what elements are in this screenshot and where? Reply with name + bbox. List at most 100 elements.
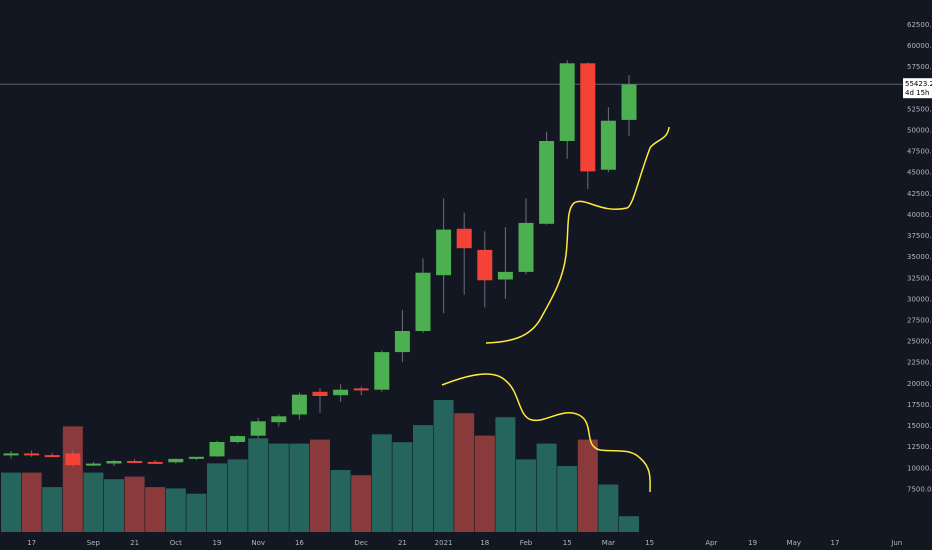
volume-bar <box>371 434 392 532</box>
price-tick-label: 50000.00 <box>907 127 932 135</box>
volume-bar <box>536 443 557 532</box>
volume-bar <box>289 443 310 532</box>
candle-body <box>415 272 431 331</box>
time-axis[interactable]: 17 Sep 21 Oct 19 Nov 16 Dec 21 2021 18 Feb 15 Mar 15 Ap… <box>27 539 902 547</box>
price-tick-label: 62500.00 <box>907 21 932 29</box>
volume-bar <box>42 487 63 532</box>
price-tick-label: 10000.00 <box>907 464 932 472</box>
price-tick-label: 30000.00 <box>907 295 932 303</box>
time-tick-label: 17 <box>831 539 840 547</box>
candle-body <box>312 391 328 396</box>
volume-bar <box>186 493 207 532</box>
candle-body <box>580 63 596 172</box>
time-tick-label: 18 <box>480 539 489 547</box>
candle-body <box>436 229 452 276</box>
time-tick-label: 19 <box>213 539 222 547</box>
time-tick-label: Jun <box>890 539 902 547</box>
last-price-tag-background <box>903 78 932 99</box>
volume-bar <box>62 426 83 532</box>
candle-body <box>44 455 60 458</box>
time-tick-label: 21 <box>398 539 407 547</box>
last-price-tag: 55423.29 4d 15h <box>903 78 932 99</box>
candle-layer <box>3 59 637 467</box>
candle-body <box>127 461 143 463</box>
volume-bar <box>598 484 619 532</box>
volume-bar <box>165 488 186 532</box>
price-tick-label: 12500.00 <box>907 443 932 451</box>
volume-bar <box>557 466 578 532</box>
price-tick-label: 15000.00 <box>907 422 932 430</box>
candle-body <box>3 453 19 456</box>
price-tick-label: 22500.00 <box>907 359 932 367</box>
volume-bar <box>516 459 536 532</box>
annotation-curve-upper <box>485 126 670 344</box>
candle-body <box>621 84 637 120</box>
candle-body <box>394 331 410 353</box>
price-tick-label: 35000.00 <box>907 253 932 261</box>
price-tick-label: 42500.00 <box>907 190 932 198</box>
time-tick-label: Mar <box>602 539 615 547</box>
time-tick-label: Sep <box>87 539 101 547</box>
volume-bar <box>330 470 351 532</box>
volume-bar <box>577 439 598 532</box>
time-tick-label: Feb <box>520 539 533 547</box>
price-tick-label: 37500.00 <box>907 232 932 240</box>
time-tick-label: May <box>787 539 801 547</box>
candle-body <box>291 394 307 415</box>
volume-bar <box>83 472 104 532</box>
last-price-value: 55423.29 <box>905 80 932 88</box>
candle-body <box>188 456 204 459</box>
annotation-layer <box>441 126 670 493</box>
time-tick-label: 15 <box>563 539 572 547</box>
candle-body <box>539 141 555 224</box>
time-tick-label: 16 <box>295 539 304 547</box>
volume-bar <box>310 439 330 532</box>
time-tick-label: 21 <box>130 539 139 547</box>
candle-body <box>497 271 513 280</box>
time-tick-label: 2021 <box>435 539 453 547</box>
volume-bar <box>207 463 227 532</box>
price-tick-label: 52500.00 <box>907 105 932 113</box>
volume-bar <box>351 475 372 532</box>
price-tick-label: 7500.00 <box>907 485 932 493</box>
volume-bar <box>227 459 248 532</box>
candle-body <box>65 453 81 466</box>
candle-body <box>518 222 534 272</box>
time-tick-label: Oct <box>170 539 182 547</box>
volume-bar <box>124 476 145 532</box>
candle-body <box>230 436 246 442</box>
candle-body <box>209 442 225 457</box>
candle-body <box>456 228 472 249</box>
price-axis[interactable]: 7500.00 10000.00 12500.00 15000.00 17500.00 2… <box>907 21 932 494</box>
volume-bar <box>248 438 269 532</box>
volume-bar <box>474 435 495 532</box>
candle-body <box>333 389 349 396</box>
price-tick-label: 47500.00 <box>907 148 932 156</box>
candle-body <box>250 421 266 436</box>
volume-layer <box>1 400 639 532</box>
time-tick-label: 15 <box>645 539 654 547</box>
price-tick-label: 60000.00 <box>907 42 932 50</box>
volume-bar <box>268 443 289 532</box>
time-tick-label: Dec <box>354 539 368 547</box>
volume-bar <box>413 425 433 532</box>
candle-body <box>374 352 390 390</box>
volume-bar <box>495 417 516 532</box>
volume-bar <box>454 413 475 532</box>
price-tick-label: 57500.00 <box>907 63 932 71</box>
price-tick-label: 17500.00 <box>907 401 932 409</box>
price-tick-label: 45000.00 <box>907 169 932 177</box>
volume-bar <box>104 479 124 532</box>
volume-bar <box>1 472 21 532</box>
volume-bar <box>145 487 166 532</box>
price-tick-label: 32500.00 <box>907 274 932 282</box>
price-tick-label: 20000.00 <box>907 380 932 388</box>
time-tick-label: 19 <box>748 539 757 547</box>
candle-body <box>85 463 101 466</box>
price-tick-label: 25000.00 <box>907 338 932 346</box>
candle-body <box>168 458 184 463</box>
time-tick-label: Apr <box>705 539 717 547</box>
time-tick-label: 17 <box>27 539 36 547</box>
volume-bar <box>433 400 454 532</box>
